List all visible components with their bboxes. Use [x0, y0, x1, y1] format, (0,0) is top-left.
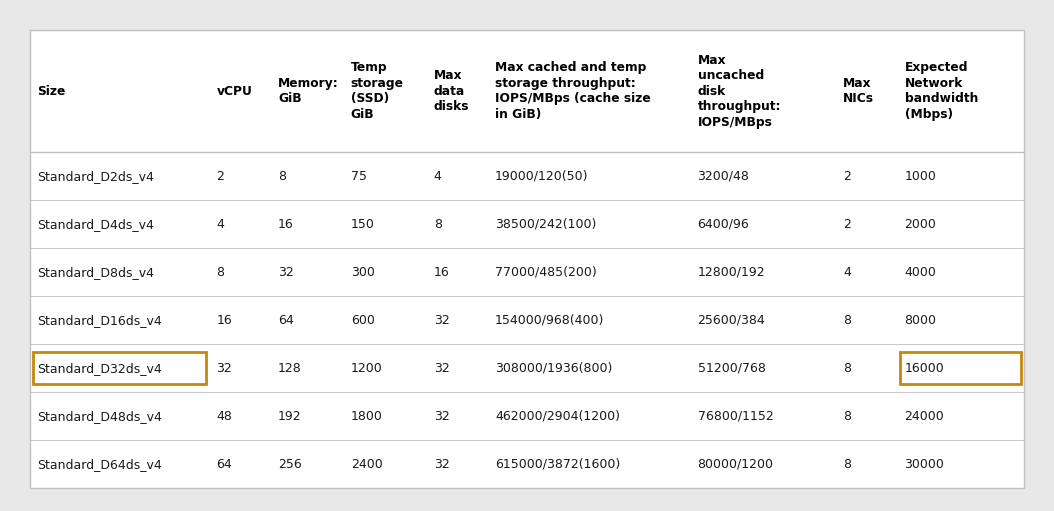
Text: 2: 2 [843, 218, 851, 231]
Text: Standard_D32ds_v4: Standard_D32ds_v4 [37, 362, 161, 375]
Text: 24000: 24000 [904, 410, 944, 423]
Text: 6400/96: 6400/96 [698, 218, 749, 231]
Text: Standard_D8ds_v4: Standard_D8ds_v4 [37, 266, 154, 279]
Text: 64: 64 [216, 457, 232, 471]
Text: 3200/48: 3200/48 [698, 170, 749, 183]
Text: Expected
Network
bandwidth
(Mbps): Expected Network bandwidth (Mbps) [904, 61, 978, 121]
Text: 1800: 1800 [351, 410, 383, 423]
Text: Max
NICs: Max NICs [843, 77, 874, 105]
Text: 2: 2 [216, 170, 225, 183]
Text: 256: 256 [278, 457, 301, 471]
Text: 80000/1200: 80000/1200 [698, 457, 774, 471]
Text: 64: 64 [278, 314, 294, 327]
Text: 16: 16 [434, 266, 449, 279]
Text: Temp
storage
(SSD)
GiB: Temp storage (SSD) GiB [351, 61, 404, 121]
Text: 8: 8 [843, 362, 851, 375]
Text: 300: 300 [351, 266, 374, 279]
Text: 192: 192 [278, 410, 301, 423]
Text: 4000: 4000 [904, 266, 936, 279]
Text: 150: 150 [351, 218, 374, 231]
Text: 25600/384: 25600/384 [698, 314, 765, 327]
Text: 32: 32 [434, 410, 449, 423]
Text: Size: Size [37, 84, 65, 98]
Text: 600: 600 [351, 314, 374, 327]
Text: 8: 8 [434, 218, 442, 231]
Text: 2400: 2400 [351, 457, 383, 471]
Text: Standard_D48ds_v4: Standard_D48ds_v4 [37, 410, 161, 423]
Text: Standard_D16ds_v4: Standard_D16ds_v4 [37, 314, 161, 327]
Text: 1200: 1200 [351, 362, 383, 375]
Text: 4: 4 [216, 218, 225, 231]
Bar [30, 30, 1024, 488]
Text: Memory:
GiB: Memory: GiB [278, 77, 338, 105]
Text: 8: 8 [216, 266, 225, 279]
Text: 16: 16 [216, 314, 232, 327]
Text: Standard_D64ds_v4: Standard_D64ds_v4 [37, 457, 161, 471]
Text: 4: 4 [843, 266, 851, 279]
Bar [900, 352, 1021, 384]
Text: 75: 75 [351, 170, 367, 183]
Text: 8000: 8000 [904, 314, 937, 327]
Text: 77000/485(200): 77000/485(200) [495, 266, 597, 279]
Text: 76800/1152: 76800/1152 [698, 410, 774, 423]
Text: vCPU: vCPU [216, 84, 252, 98]
Text: 308000/1936(800): 308000/1936(800) [495, 362, 612, 375]
Text: 4: 4 [434, 170, 442, 183]
Text: 16000: 16000 [904, 362, 944, 375]
Text: 1000: 1000 [904, 170, 936, 183]
Text: 32: 32 [434, 457, 449, 471]
Text: 32: 32 [434, 362, 449, 375]
Text: 462000/2904(1200): 462000/2904(1200) [495, 410, 620, 423]
Text: 8: 8 [843, 410, 851, 423]
Text: 2: 2 [843, 170, 851, 183]
Bar [30, 30, 1024, 488]
Text: 48: 48 [216, 410, 233, 423]
Text: 30000: 30000 [904, 457, 944, 471]
Text: 32: 32 [278, 266, 294, 279]
Text: Standard_D2ds_v4: Standard_D2ds_v4 [37, 170, 154, 183]
Text: 16: 16 [278, 218, 294, 231]
Text: Max cached and temp
storage throughput:
IOPS/MBps (cache size
in GiB): Max cached and temp storage throughput: … [495, 61, 651, 121]
Text: 128: 128 [278, 362, 301, 375]
Text: 8: 8 [278, 170, 286, 183]
Bar [33, 352, 206, 384]
Text: 32: 32 [434, 314, 449, 327]
Text: 38500/242(100): 38500/242(100) [495, 218, 597, 231]
Text: 32: 32 [216, 362, 232, 375]
Text: 51200/768: 51200/768 [698, 362, 765, 375]
Text: Standard_D4ds_v4: Standard_D4ds_v4 [37, 218, 154, 231]
Text: 615000/3872(1600): 615000/3872(1600) [495, 457, 621, 471]
Text: 19000/120(50): 19000/120(50) [495, 170, 588, 183]
Text: 12800/192: 12800/192 [698, 266, 765, 279]
Text: 8: 8 [843, 314, 851, 327]
Text: 2000: 2000 [904, 218, 936, 231]
Text: 8: 8 [843, 457, 851, 471]
Text: 154000/968(400): 154000/968(400) [495, 314, 605, 327]
Text: Max
data
disks: Max data disks [434, 69, 469, 113]
Text: Max
uncached
disk
throughput:
IOPS/MBps: Max uncached disk throughput: IOPS/MBps [698, 54, 781, 129]
